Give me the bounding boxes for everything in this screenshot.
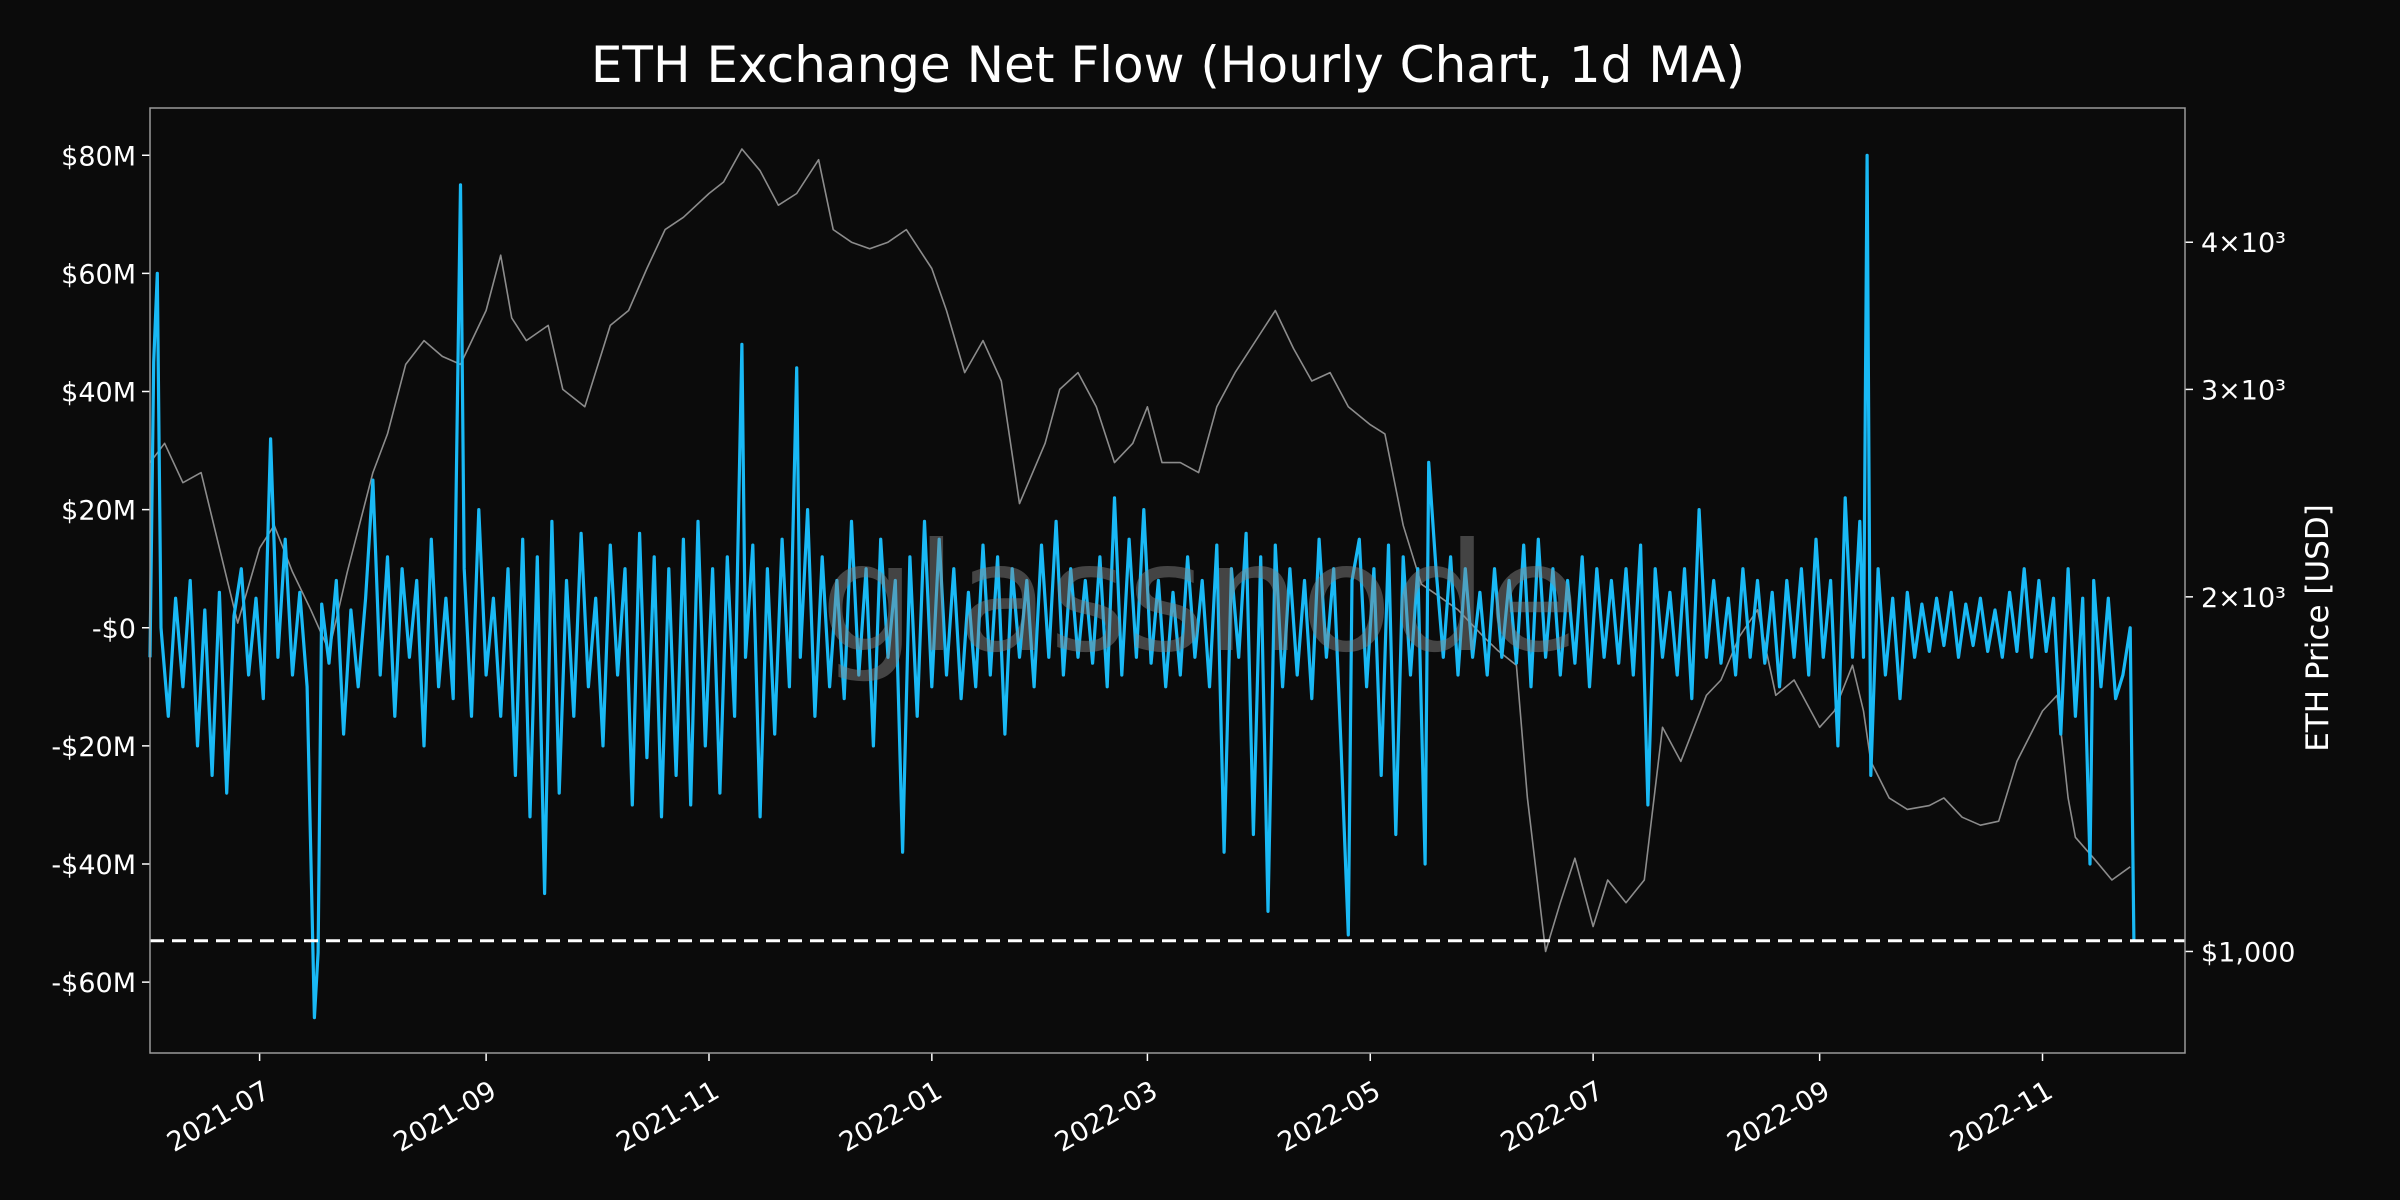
right-tick-label: 4×10³ — [2201, 228, 2286, 259]
eth-price-line — [149, 148, 2131, 953]
left-tick-label: -$20M — [51, 732, 136, 763]
plot-frame — [149, 107, 2186, 1054]
right-axis-label: ETH Price [USD] — [2300, 504, 2336, 752]
left-tick-label: -$40M — [51, 850, 136, 881]
watermark: glassnode — [820, 512, 1579, 686]
left-tick-label: -$0 — [92, 614, 136, 645]
left-axis-ticks: $80M $60M $40M $20M -$0 -$20M -$40M -$60M — [51, 141, 150, 999]
left-tick-label: -$60M — [51, 968, 136, 999]
left-tick-label: $20M — [61, 496, 136, 527]
left-tick-label: $40M — [61, 378, 136, 409]
chart-title: ETH Exchange Net Flow (Hourly Chart, 1d … — [591, 36, 1745, 94]
left-tick-label: $60M — [61, 259, 136, 290]
left-tick-label: $80M — [61, 141, 136, 172]
net-flow-line — [148, 153, 2136, 1020]
right-tick-label: 3×10³ — [2201, 375, 2286, 406]
right-tick-label: $1,000 — [2201, 937, 2295, 968]
right-tick-label: 2×10³ — [2201, 583, 2286, 614]
plot-area — [148, 148, 2185, 1020]
right-axis-ticks: $1,000 2×10³ 3×10³ 4×10³ — [2185, 228, 2295, 968]
